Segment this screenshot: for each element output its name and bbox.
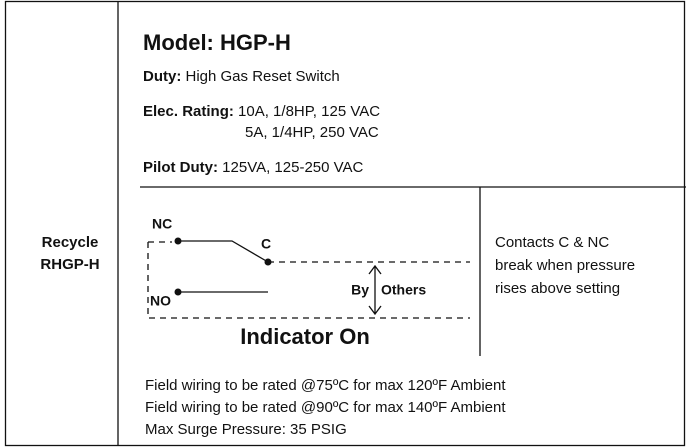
model-title: Model: HGP-H bbox=[143, 30, 291, 55]
by-label: By bbox=[351, 282, 369, 298]
pilot-duty: Pilot Duty: 125VA, 125-250 VAC bbox=[143, 159, 364, 176]
value: 125VA, 125-250 VAC bbox=[222, 159, 363, 176]
terminal bbox=[174, 237, 182, 245]
label: Elec. Rating: bbox=[143, 103, 234, 120]
terminal bbox=[174, 288, 182, 296]
note-line: rises above setting bbox=[495, 280, 620, 297]
footer-line: Field wiring to be rated @75ºC for max 1… bbox=[145, 377, 506, 394]
value: High Gas Reset Switch bbox=[186, 68, 340, 85]
elec-rating: Elec. Rating: 10A, 1/8HP, 125 VAC bbox=[143, 103, 380, 120]
left-label: RHGP-H bbox=[40, 256, 99, 273]
value: 10A, 1/8HP, 125 VAC bbox=[238, 103, 380, 120]
c-label: C bbox=[261, 236, 271, 252]
dashed-lines bbox=[147, 241, 470, 319]
outer-border bbox=[4, 0, 686, 447]
nc-label: NC bbox=[152, 216, 172, 232]
arrow bbox=[368, 264, 382, 316]
left-label: Recycle bbox=[42, 234, 99, 251]
note-line: Contacts C & NC bbox=[495, 234, 609, 251]
note-line: break when pressure bbox=[495, 257, 635, 274]
switch-diagram: NC C NO By Others Indicator On bbox=[147, 216, 470, 349]
no-label: NO bbox=[150, 293, 171, 309]
others-label: Others bbox=[381, 282, 426, 298]
label: Duty: bbox=[143, 68, 181, 85]
elec-rating-2: 5A, 1/4HP, 250 VAC bbox=[245, 124, 379, 141]
diagram-caption: Indicator On bbox=[240, 324, 370, 349]
footer-line: Field wiring to be rated @90ºC for max 1… bbox=[145, 399, 506, 416]
footer-line: Max Surge Pressure: 35 PSIG bbox=[145, 421, 347, 438]
terminal bbox=[264, 258, 272, 266]
nc-contact bbox=[178, 240, 269, 263]
duty: Duty: High Gas Reset Switch bbox=[143, 68, 340, 85]
label: Pilot Duty: bbox=[143, 159, 218, 176]
